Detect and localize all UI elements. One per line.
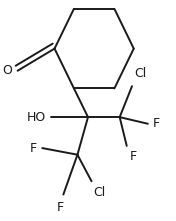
Text: F: F — [130, 150, 137, 163]
Text: F: F — [153, 117, 160, 130]
Text: Cl: Cl — [93, 186, 106, 199]
Text: F: F — [56, 201, 63, 214]
Text: O: O — [2, 64, 12, 77]
Text: Cl: Cl — [134, 67, 146, 80]
Text: F: F — [30, 142, 37, 154]
Text: HO: HO — [27, 111, 46, 124]
